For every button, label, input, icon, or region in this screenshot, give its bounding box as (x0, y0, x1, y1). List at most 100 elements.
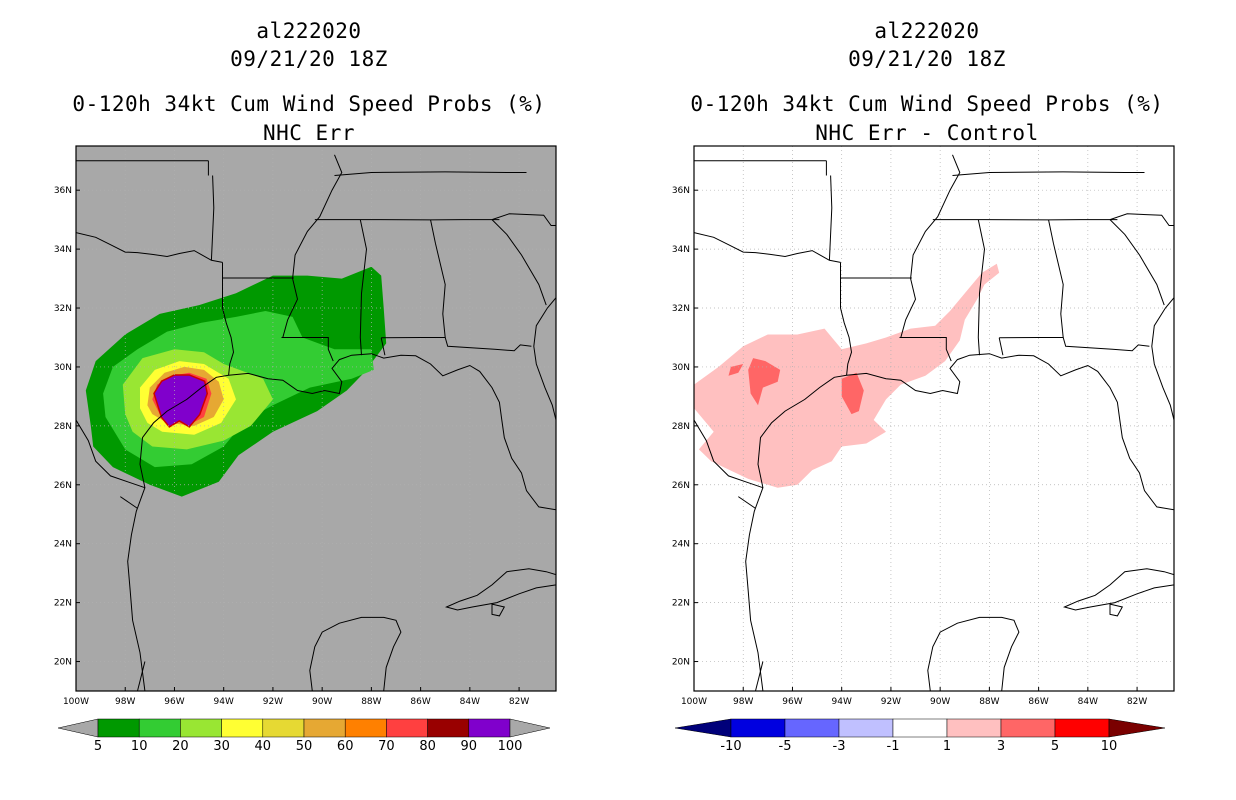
x-tick-label: 90W (312, 697, 332, 707)
colorbar-segment (1000, 718, 1056, 738)
map-boundary-line (359, 219, 368, 356)
map-boundary-line (899, 154, 961, 338)
x-tick-label: 92W (263, 697, 283, 707)
x-tick-label: 96W (164, 697, 184, 707)
map-boundary-line (1109, 219, 1165, 306)
map-boundary-line (222, 262, 235, 376)
x-tick-label: 100W (63, 697, 89, 707)
colorbar-label: 10 (131, 739, 148, 754)
colorbar-segment (838, 718, 894, 738)
colorbar-label: 5 (1051, 739, 1059, 754)
map-frame (75, 145, 557, 692)
colorbar-segment (221, 718, 264, 738)
y-tick-label: 32N (54, 304, 72, 314)
colorbar-label: 70 (378, 739, 395, 754)
colorbar-segment (427, 718, 470, 738)
contour-level-1 (694, 263, 1000, 488)
x-tick-label: 86W (410, 697, 430, 707)
y-tick-label: 20N (672, 658, 690, 668)
colorbar-segment (138, 718, 181, 738)
x-tick-label: 84W (460, 697, 480, 707)
map-nhc-err: 100W 98W 96W 94W 92W 90W 88W 86W 84W 82W 36N 34N 32N… (54, 145, 557, 754)
colorbar-segment (262, 718, 305, 738)
map-boundary-line (491, 219, 547, 306)
storm-id: al222020 (874, 19, 980, 43)
colorbar-segment (180, 718, 222, 738)
map-layer (694, 146, 1174, 691)
colorbar-over-triangle (509, 718, 551, 738)
colorbar-label: 5 (94, 739, 102, 754)
colorbar-segment (344, 718, 387, 738)
colorbar-label: 80 (419, 739, 436, 754)
colorbar-label: 40 (255, 739, 272, 754)
colorbar-label: 20 (172, 739, 189, 754)
map-frame (693, 145, 1175, 692)
colorbar-label: -1 (887, 739, 900, 754)
colorbar-label: 100 (498, 739, 523, 754)
panel-nhc-err: al222020 09/21/20 18Z 0-120h 34kt Cum Wi… (54, 19, 557, 754)
y-tick-label: 28N (672, 422, 690, 432)
cuba-coastline (445, 568, 556, 611)
x-tick-label: 84W (1078, 697, 1098, 707)
colorbar-segment (97, 718, 140, 738)
x-tick-label: 82W (1127, 697, 1147, 707)
map-boundary-line (998, 337, 1004, 356)
colorbar-label: 1 (943, 739, 951, 754)
x-tick-label: 98W (115, 697, 135, 707)
contour-level-90-fill (154, 375, 207, 426)
valid-time: 09/21/20 18Z (230, 47, 388, 71)
storm-id: al222020 (256, 19, 362, 43)
y-tick-label: 24N (54, 540, 72, 550)
y-tick-label: 32N (672, 304, 690, 314)
map-boundary-line (210, 175, 215, 261)
map-boundary-line (1151, 297, 1174, 510)
map-boundary-line (76, 232, 223, 263)
colorbar-segment (303, 718, 346, 738)
colorbar-segment (784, 718, 840, 738)
x-tick-label: 88W (979, 697, 999, 707)
map-boundary-line (738, 496, 756, 509)
colorbar-label: 10 (1101, 739, 1118, 754)
y-tick-label: 28N (54, 422, 72, 432)
colorbar-under-triangle (57, 718, 99, 738)
colorbar-segment (1054, 718, 1110, 738)
x-tick-label: 82W (509, 697, 529, 707)
x-tick-label: 100W (681, 697, 707, 707)
map-boundary-line (840, 262, 853, 376)
map-boundary-line (137, 661, 146, 691)
colorbar-label: -10 (720, 739, 741, 754)
colorbar-segment (946, 718, 1002, 738)
colorbar-segment (730, 718, 786, 738)
cuba-coastline (1063, 568, 1174, 611)
y-tick-label: 24N (672, 540, 690, 550)
y-tick-label: 22N (54, 599, 72, 609)
colorbar-segment (468, 718, 511, 738)
y-tick-label: 36N (54, 186, 72, 196)
colorbar-over-triangle (1108, 718, 1166, 738)
map-boundary-line (977, 219, 986, 356)
panel-subtitle: NHC Err (262, 121, 355, 145)
map-boundary-line (927, 616, 1020, 691)
colorbar-label: -5 (779, 739, 792, 754)
product-title: 0-120h 34kt Cum Wind Speed Probs (%) (690, 92, 1164, 116)
x-tick-label: 90W (930, 697, 950, 707)
panel-subtitle: NHC Err - Control (815, 121, 1039, 145)
map-boundary-line (381, 337, 532, 352)
map-boundary-line (380, 337, 386, 356)
valid-time: 09/21/20 18Z (848, 47, 1006, 71)
map-boundary-line (1048, 219, 1064, 338)
y-tick-label: 30N (672, 363, 690, 373)
isla-juventud-coastline (1109, 603, 1124, 617)
map-boundary-line (533, 297, 556, 510)
colorbar-label: 30 (213, 739, 230, 754)
isla-juventud-coastline (491, 603, 506, 617)
panel-nhc-err-minus-control: al222020 09/21/20 18Z 0-120h 34kt Cum Wi… (618, 0, 1236, 800)
contour-level-3 (728, 364, 744, 376)
x-tick-label: 94W (214, 697, 234, 707)
colorbar-label: 60 (337, 739, 354, 754)
x-tick-label: 86W (1028, 697, 1048, 707)
colorbar-label: -3 (833, 739, 846, 754)
map-boundary-line (899, 337, 952, 362)
map-boundary-line (127, 353, 556, 691)
y-tick-label: 34N (54, 245, 72, 255)
